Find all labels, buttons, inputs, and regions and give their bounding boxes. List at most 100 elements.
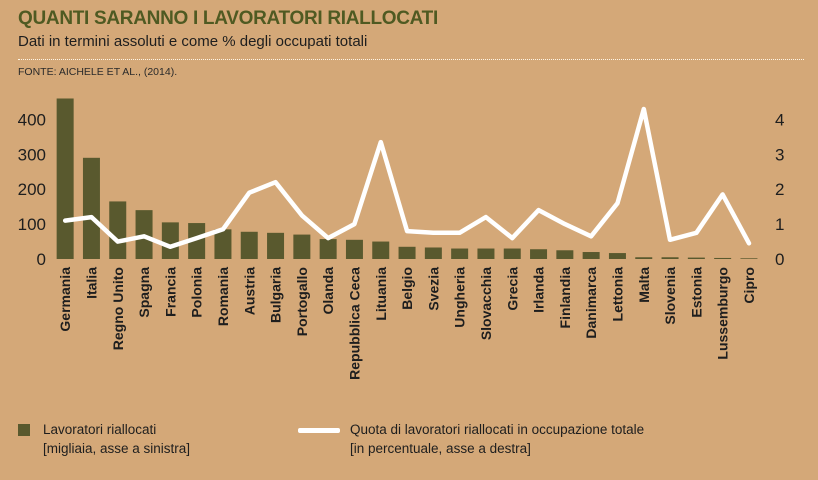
legend-bar-sublabel: [migliaia, asse a sinistra] (43, 441, 191, 456)
line-point (589, 235, 593, 238)
category-label: Danimarca (583, 267, 599, 339)
category-label: Bulgaria (268, 267, 284, 323)
chart-source: FONTE: AICHELE ET AL., (2014). (18, 66, 178, 78)
line-point (326, 236, 330, 240)
bar (319, 239, 337, 259)
category-label: Irlanda (531, 267, 547, 313)
line-point (195, 236, 198, 240)
bar (293, 234, 311, 259)
line-point (747, 242, 751, 245)
right-tick-label: 3 (775, 145, 784, 164)
line-point (405, 229, 409, 233)
bar (161, 222, 179, 259)
category-label: Estonia (688, 267, 704, 318)
left-tick-label: 400 (18, 110, 46, 129)
bar (608, 253, 626, 259)
category-labels: Germania Italia Regno Unito Spagna Francia Po… (57, 267, 757, 380)
bar (240, 231, 258, 259)
bar (582, 252, 600, 259)
category-label: Germania (57, 267, 73, 332)
line-point (169, 245, 172, 248)
legend-line-sublabel: [in percentuale, asse a destra] (350, 441, 531, 456)
line-point (300, 214, 304, 217)
bar (714, 257, 732, 259)
bar-series (56, 98, 758, 259)
line-point (353, 222, 356, 226)
line-point (563, 222, 567, 226)
line-point (616, 201, 619, 205)
chart-title: QUANTI SARANNO I LAVORATORI RIALLOCATI (18, 8, 438, 29)
right-tick-label: 2 (775, 180, 784, 199)
category-label: Portogallo (294, 267, 310, 336)
line-point (668, 238, 672, 242)
category-label: Italia (83, 267, 99, 299)
right-tick-label: 1 (775, 215, 784, 234)
line-point (721, 193, 724, 196)
line-point (511, 236, 514, 240)
bar (56, 98, 74, 259)
chart-area: 0 100 200 300 400 0 1 2 3 4 Germania Italia Regno … (18, 98, 784, 380)
category-label: Slovenia (662, 267, 678, 325)
line-point (90, 215, 93, 219)
category-label: Lettonia (609, 267, 625, 322)
bar (477, 248, 495, 259)
bar (556, 250, 574, 259)
right-tick-label: 4 (775, 110, 784, 129)
line-point (221, 228, 225, 231)
category-label: Francia (162, 267, 178, 317)
right-tick-label: 0 (775, 250, 784, 269)
category-label: Olanda (320, 267, 336, 315)
bar (424, 247, 442, 259)
bar (109, 201, 127, 259)
bar (267, 232, 285, 259)
line-point (116, 240, 119, 243)
category-label: Spagna (136, 267, 152, 318)
line-point (379, 140, 382, 144)
left-tick-label: 100 (18, 215, 46, 234)
bar (635, 257, 653, 259)
category-label: Repubblica Ceca (346, 267, 362, 380)
right-axis: 0 1 2 3 4 (775, 110, 784, 269)
category-label: Malta (636, 267, 652, 303)
bar (687, 257, 705, 259)
line-point (695, 231, 698, 235)
category-label: Lituania (373, 267, 389, 321)
line-point (458, 231, 461, 235)
category-label: Svezia (425, 267, 441, 311)
left-tick-label: 0 (37, 250, 46, 269)
bar (82, 157, 100, 259)
bar (530, 249, 548, 259)
category-label: Belgio (399, 267, 415, 310)
line-point (248, 191, 251, 194)
category-label: Austria (241, 267, 257, 315)
line-point (274, 181, 277, 184)
category-label: Slovacchia (478, 267, 494, 340)
bar (188, 223, 206, 259)
line-series (62, 106, 752, 250)
category-label: Lussemburgo (715, 267, 731, 360)
left-tick-label: 200 (18, 180, 46, 199)
bar (503, 248, 521, 259)
line-point (142, 235, 146, 238)
bar (398, 246, 416, 259)
title-divider (18, 59, 804, 60)
bar (451, 248, 469, 259)
bar (214, 229, 232, 259)
category-label: Grecia (504, 267, 520, 311)
category-label: Regno Unito (110, 267, 126, 350)
legend-line-swatch (298, 428, 340, 433)
bar (661, 257, 679, 259)
line-point (642, 107, 645, 111)
category-label: Cipro (741, 267, 757, 304)
category-label: Finlandia (557, 267, 573, 329)
line-point (537, 208, 540, 212)
legend-bar-swatch (18, 424, 30, 436)
line-point (484, 215, 488, 219)
line-point (432, 231, 435, 235)
chart-subtitle: Dati in termini assoluti e come % degli … (18, 33, 368, 50)
bar (345, 239, 363, 259)
bar (740, 258, 758, 259)
category-label: Polonia (189, 267, 205, 318)
legend-bar-label: Lavoratori riallocati (43, 422, 157, 437)
bar (372, 241, 390, 259)
